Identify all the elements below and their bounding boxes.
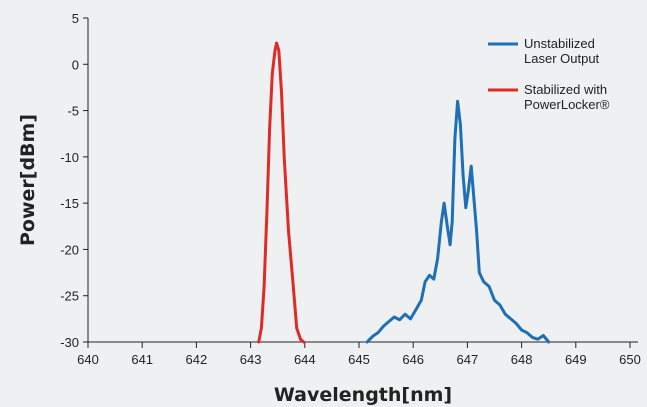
x-tick-label: 650 — [619, 352, 641, 367]
y-axis-label: Power[dBm] — [17, 114, 39, 246]
y-tick-label: 0 — [72, 57, 79, 72]
legend-label-stabilized-line2: PowerLocker® — [524, 97, 610, 112]
legend-label-stabilized-line1: Stabilized with — [524, 82, 607, 97]
x-tick-label: 642 — [186, 352, 208, 367]
series-line-unstabilized — [365, 99, 551, 344]
x-tick-label: 641 — [131, 352, 153, 367]
y-tick-label: -20 — [60, 242, 79, 257]
y-tick-label: -15 — [60, 196, 79, 211]
x-tick-label: 645 — [348, 352, 370, 367]
y-tick-label: -10 — [60, 150, 79, 165]
x-tick-label: 647 — [457, 352, 479, 367]
legend-label-unstabilized-line2: Laser Output — [524, 51, 600, 66]
x-axis-label: Wavelength[nm] — [274, 384, 452, 406]
x-tick-label: 643 — [240, 352, 262, 367]
y-tick-label: 5 — [72, 11, 79, 26]
y-axis-ticks: 5 0 -5 -10 -15 -20 -25 -30 — [60, 11, 88, 350]
legend-item-stabilized[interactable]: Stabilized with PowerLocker® — [488, 82, 610, 112]
x-tick-label: 640 — [77, 352, 99, 367]
x-tick-label: 646 — [402, 352, 424, 367]
x-axis-ticks: 640 641 642 643 644 645 646 647 648 649 650 — [77, 342, 641, 367]
y-tick-label: -30 — [60, 335, 79, 350]
legend: Unstabilized Laser Output Stabilized wit… — [488, 36, 610, 112]
series-line-stabilized — [257, 41, 306, 344]
x-tick-label: 649 — [565, 352, 587, 367]
x-tick-label: 648 — [511, 352, 533, 367]
series-layer — [257, 41, 551, 344]
y-tick-label: -25 — [60, 289, 79, 304]
y-tick-label: -5 — [67, 104, 79, 119]
legend-item-unstabilized[interactable]: Unstabilized Laser Output — [488, 36, 600, 66]
legend-label-unstabilized-line1: Unstabilized — [524, 36, 595, 51]
x-tick-label: 644 — [294, 352, 316, 367]
